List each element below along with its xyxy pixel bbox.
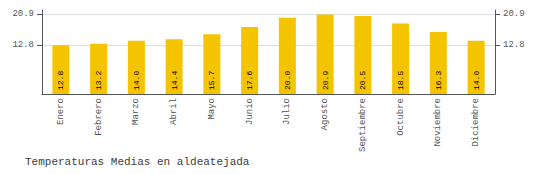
svg-text:Enero: Enero xyxy=(56,98,66,125)
svg-text:12.8: 12.8 xyxy=(56,71,65,90)
svg-text:20.9: 20.9 xyxy=(12,9,34,19)
svg-text:12.8: 12.8 xyxy=(12,40,34,50)
svg-text:Noviembre: Noviembre xyxy=(433,98,443,147)
svg-text:20.0: 20.0 xyxy=(283,71,292,90)
svg-text:20.9: 20.9 xyxy=(503,9,525,19)
svg-text:14.0: 14.0 xyxy=(472,71,481,90)
svg-text:14.4: 14.4 xyxy=(170,71,179,90)
svg-text:20.9: 20.9 xyxy=(321,71,330,90)
svg-text:17.6: 17.6 xyxy=(245,71,254,90)
svg-text:15.7: 15.7 xyxy=(207,71,216,90)
svg-text:Abril: Abril xyxy=(169,98,179,125)
svg-text:Febrero: Febrero xyxy=(94,98,104,136)
svg-text:16.3: 16.3 xyxy=(434,71,443,90)
svg-text:14.0: 14.0 xyxy=(132,71,141,90)
svg-text:Julio: Julio xyxy=(282,98,292,125)
svg-text:13.2: 13.2 xyxy=(94,71,103,90)
svg-text:12.8: 12.8 xyxy=(503,40,525,50)
svg-text:Mayo: Mayo xyxy=(207,98,217,120)
svg-text:20.5: 20.5 xyxy=(358,71,367,90)
svg-text:18.5: 18.5 xyxy=(396,71,405,90)
svg-text:Agosto: Agosto xyxy=(320,98,330,130)
svg-text:Temperaturas Medias en aldeate: Temperaturas Medias en aldeatejada xyxy=(25,156,250,168)
svg-text:Septiembre: Septiembre xyxy=(358,98,368,152)
svg-text:Marzo: Marzo xyxy=(131,98,141,125)
svg-text:Octubre: Octubre xyxy=(396,98,406,136)
svg-text:Diciembre: Diciembre xyxy=(471,98,481,147)
svg-text:Junio: Junio xyxy=(245,98,255,125)
